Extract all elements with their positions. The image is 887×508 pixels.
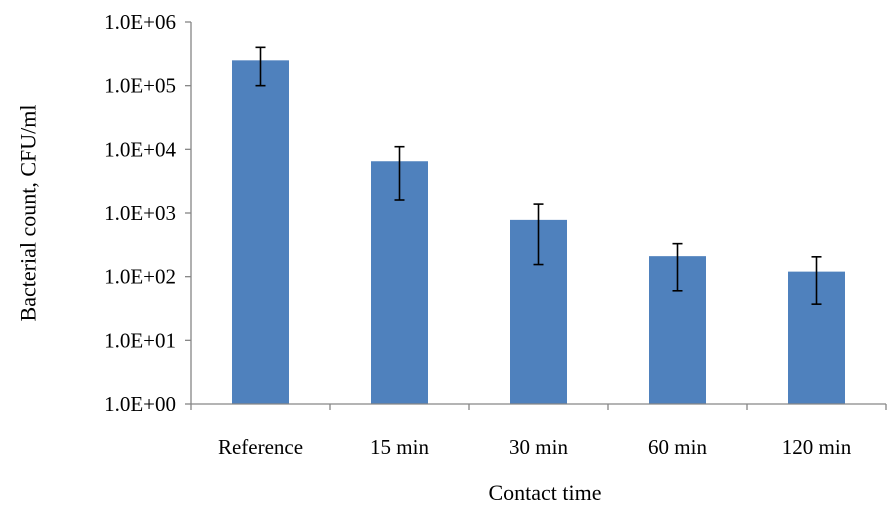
y-tick-label: 1.0E+04 — [104, 137, 176, 161]
y-axis-title: Bacterial count, CFU/ml — [16, 105, 41, 322]
error-bars-group — [255, 46, 822, 305]
y-axis-ticks: 1.0E+00 1.0E+01 1.0E+02 1.0E+03 1.0E+04 1.0E+… — [104, 10, 191, 416]
y-tick-label: 1.0E+01 — [104, 328, 176, 352]
bar — [371, 161, 428, 404]
y-tick-label: 1.0E+02 — [104, 265, 176, 289]
x-tick-label: 120 min — [782, 435, 852, 459]
x-tick-label: 15 min — [370, 435, 429, 459]
x-axis-ticks: Reference 15 min 30 min 60 min 120 min — [190, 404, 887, 459]
y-tick-label: 1.0E+00 — [104, 392, 176, 416]
y-tick-label: 1.0E+03 — [104, 201, 176, 225]
x-tick-label: Reference — [218, 435, 303, 459]
y-tick-label: 1.0E+05 — [104, 74, 176, 98]
x-tick-label: 60 min — [648, 435, 707, 459]
x-tick-label: 30 min — [509, 435, 568, 459]
x-axis-title: Contact time — [488, 480, 601, 505]
bars-group — [232, 60, 845, 405]
y-tick-label: 1.0E+06 — [104, 10, 176, 34]
bar — [232, 60, 289, 405]
